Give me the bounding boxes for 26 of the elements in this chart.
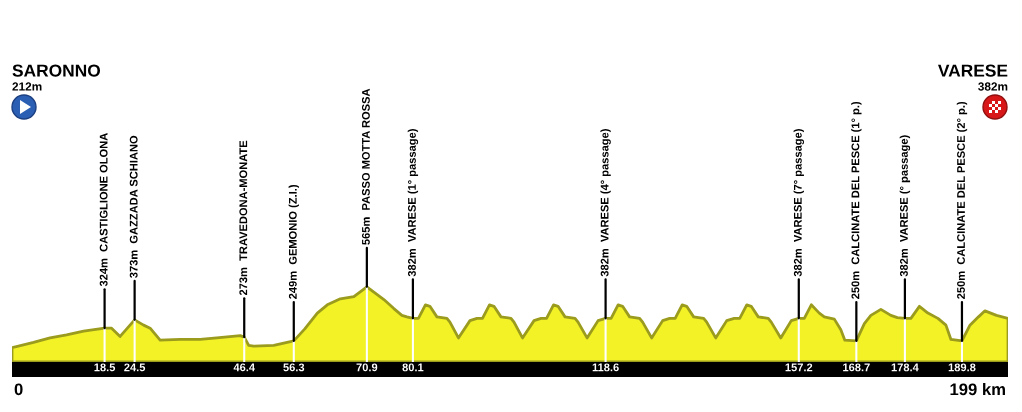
text: 0 [14,383,23,396]
annotation: 382m VARESE (4° passage) [600,129,611,277]
annotation: 382m VARESE (1° passage) [407,129,419,277]
x-tick-label: 56.3 [283,363,305,372]
x-tick-label: 157.2 [785,363,813,372]
annotation: 565m PASSO MOTTA ROSSA [361,88,370,245]
annotation: 382m VARESE (° passage) [899,135,911,277]
text: VARESE 382m [938,64,1008,91]
x-tick-label: 118.6 [592,363,619,372]
annotation: 249m GEMONIO (Z.I.) [288,184,299,299]
annotation: 324m CASTIGLIONE OLONA [99,133,108,287]
x-tick-label: 80.1 [402,363,424,372]
x-tick-label: 168.7 [843,363,870,372]
x-tick-label: 70.9 [356,363,378,372]
x-tick-label: 18.5 [94,363,116,372]
x-tick-label: 46.4 [233,363,255,372]
x-tick-label: 24.5 [124,363,146,372]
annotation: 250m CALCINATE DEL PESCE (1° p.) [851,101,862,299]
text: SARONNO 212m [12,64,101,91]
annotation: 273m TRAVEDONA-MONATE [239,140,248,296]
annotation: 382m VARESE (7° passage) [793,129,804,277]
text: 199 km [950,383,1005,396]
annotation: 373m GAZZADA SCHIANO [129,135,138,278]
x-tick-label: 189.8 [948,363,976,372]
x-tick-label: 178.4 [891,363,919,372]
annotation: 250m CALCINATE DEL PESCE (2° p.) [956,101,968,299]
